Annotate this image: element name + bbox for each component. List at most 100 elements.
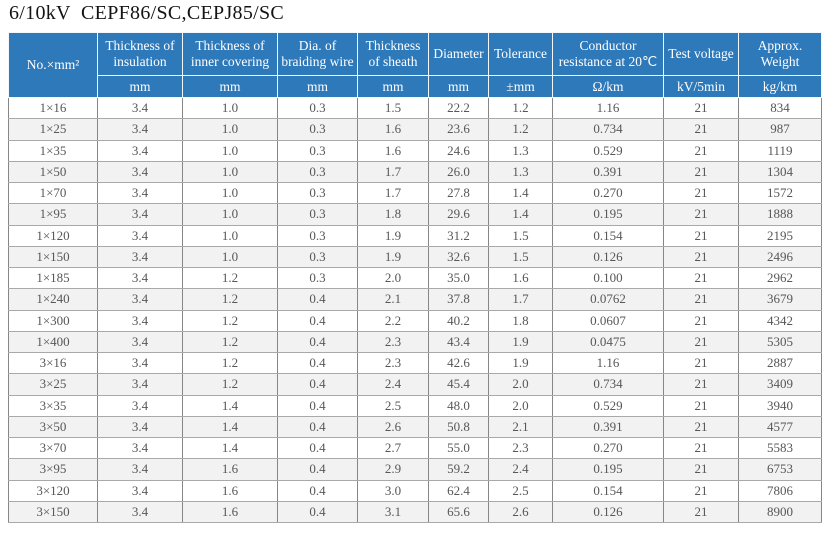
value-cell: 1.6 <box>182 500 278 524</box>
value-cell: 21 <box>663 181 739 205</box>
value-cell: 22.2 <box>428 96 489 120</box>
value-cell: 1.7 <box>357 181 429 205</box>
value-cell: 21 <box>663 139 739 162</box>
table-row: 1×16 3.4 1.0 0.3 1.5 22.2 1.2 1.16 21 834 <box>8 96 822 120</box>
value-cell: 21 <box>663 373 739 396</box>
value-cell: 2887 <box>738 351 822 375</box>
column-header-tolerance: Tolerance <box>488 32 553 76</box>
spec-size-cell: 1×400 <box>8 330 98 354</box>
spec-size-cell: 3×16 <box>8 351 98 375</box>
spec-size-cell: 3×70 <box>8 436 98 460</box>
value-cell: 32.6 <box>428 245 489 269</box>
value-cell: 0.391 <box>552 160 664 184</box>
spec-size-cell: 1×300 <box>8 309 98 332</box>
value-cell: 3.4 <box>97 139 183 162</box>
value-cell: 0.4 <box>277 500 358 524</box>
unit-inner-covering: mm <box>182 75 278 98</box>
spec-size-cell: 3×95 <box>8 458 98 481</box>
value-cell: 1.0 <box>182 224 278 247</box>
value-cell: 0.126 <box>552 500 664 524</box>
value-cell: 0.270 <box>552 436 664 460</box>
value-cell: 1.4 <box>182 415 278 439</box>
spec-size-cell: 1×50 <box>8 160 98 184</box>
value-cell: 2.9 <box>357 458 429 481</box>
value-cell: 3.4 <box>97 415 183 439</box>
table-row: 3×25 3.4 1.2 0.4 2.4 45.4 2.0 0.734 21 3409 <box>8 373 822 396</box>
value-cell: 3.4 <box>97 96 183 120</box>
unit-sheath: mm <box>357 75 429 98</box>
table-row: 1×120 3.4 1.0 0.3 1.9 31.2 1.5 0.154 21 2195 <box>8 224 822 247</box>
value-cell: 0.734 <box>552 118 664 141</box>
value-cell: 3.1 <box>357 500 429 524</box>
value-cell: 21 <box>663 96 739 120</box>
spec-size-cell: 1×185 <box>8 266 98 290</box>
value-cell: 0.4 <box>277 330 358 354</box>
value-cell: 1.2 <box>182 288 278 311</box>
value-cell: 1.2 <box>488 96 553 120</box>
value-cell: 1.2 <box>182 351 278 375</box>
value-cell: 2.5 <box>357 394 429 417</box>
value-cell: 35.0 <box>428 266 489 290</box>
column-header-sheath: Thickness of sheath <box>357 32 429 76</box>
value-cell: 1.2 <box>182 373 278 396</box>
column-header-size: No.×mm² <box>8 32 98 98</box>
value-cell: 0.4 <box>277 351 358 375</box>
value-cell: 1.0 <box>182 203 278 226</box>
value-cell: 1.6 <box>357 118 429 141</box>
value-cell: 0.3 <box>277 266 358 290</box>
value-cell: 2.3 <box>357 351 429 375</box>
header-row-labels: No.×mm² Thickness of insulation Thicknes… <box>8 32 822 98</box>
value-cell: 834 <box>738 96 822 120</box>
value-cell: 48.0 <box>428 394 489 417</box>
value-cell: 0.154 <box>552 479 664 502</box>
unit-insulation: mm <box>97 75 183 98</box>
value-cell: 3.0 <box>357 479 429 502</box>
value-cell: 1.8 <box>488 309 553 332</box>
table-row: 1×150 3.4 1.0 0.3 1.9 32.6 1.5 0.126 21 2496 <box>8 245 822 269</box>
value-cell: 21 <box>663 351 739 375</box>
table-row: 3×35 3.4 1.4 0.4 2.5 48.0 2.0 0.529 21 3940 <box>8 394 822 417</box>
value-cell: 1.0 <box>182 245 278 269</box>
value-cell: 0.4 <box>277 394 358 417</box>
value-cell: 2.1 <box>357 288 429 311</box>
value-cell: 1.9 <box>488 351 553 375</box>
value-cell: 21 <box>663 436 739 460</box>
value-cell: 2.5 <box>488 479 553 502</box>
value-cell: 2.3 <box>357 330 429 354</box>
value-cell: 2496 <box>738 245 822 269</box>
unit-diameter: mm <box>428 75 489 98</box>
value-cell: 1.6 <box>182 458 278 481</box>
spec-size-cell: 1×16 <box>8 96 98 120</box>
value-cell: 3.4 <box>97 394 183 417</box>
value-cell: 31.2 <box>428 224 489 247</box>
value-cell: 0.3 <box>277 245 358 269</box>
spec-size-cell: 3×150 <box>8 500 98 524</box>
spec-size-cell: 3×35 <box>8 394 98 417</box>
value-cell: 2.7 <box>357 436 429 460</box>
value-cell: 3.4 <box>97 458 183 481</box>
value-cell: 65.6 <box>428 500 489 524</box>
value-cell: 3.4 <box>97 373 183 396</box>
table-row: 1×35 3.4 1.0 0.3 1.6 24.6 1.3 0.529 21 1119 <box>8 139 822 162</box>
value-cell: 2.4 <box>488 458 553 481</box>
value-cell: 21 <box>663 330 739 354</box>
spec-size-cell: 3×25 <box>8 373 98 396</box>
value-cell: 21 <box>663 309 739 332</box>
value-cell: 3.4 <box>97 266 183 290</box>
value-cell: 21 <box>663 415 739 439</box>
value-cell: 0.4 <box>277 309 358 332</box>
value-cell: 3.4 <box>97 160 183 184</box>
value-cell: 21 <box>663 458 739 481</box>
value-cell: 3.4 <box>97 351 183 375</box>
value-cell: 0.3 <box>277 160 358 184</box>
spec-size-cell: 3×50 <box>8 415 98 439</box>
value-cell: 21 <box>663 500 739 524</box>
value-cell: 0.154 <box>552 224 664 247</box>
value-cell: 3.4 <box>97 181 183 205</box>
spec-size-cell: 1×240 <box>8 288 98 311</box>
value-cell: 7806 <box>738 479 822 502</box>
column-header-insulation: Thickness of insulation <box>97 32 183 76</box>
value-cell: 1.0 <box>182 181 278 205</box>
value-cell: 1.2 <box>182 330 278 354</box>
table-row: 1×400 3.4 1.2 0.4 2.3 43.4 1.9 0.0475 21 5305 <box>8 330 822 354</box>
